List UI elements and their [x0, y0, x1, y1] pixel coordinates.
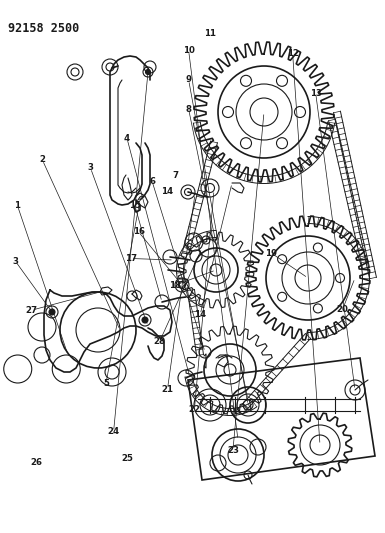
- Text: 9: 9: [186, 76, 192, 84]
- Text: 21: 21: [161, 385, 174, 393]
- Text: 14: 14: [161, 188, 174, 196]
- Text: 10: 10: [183, 46, 194, 55]
- Text: 12: 12: [286, 49, 299, 58]
- Text: 6: 6: [149, 177, 155, 185]
- Text: 28: 28: [154, 337, 166, 345]
- Text: 19: 19: [265, 249, 278, 257]
- Text: 15: 15: [129, 201, 141, 209]
- Text: 7: 7: [172, 172, 178, 180]
- Text: 26: 26: [30, 458, 43, 467]
- Text: 3: 3: [12, 257, 18, 265]
- Text: 27: 27: [25, 306, 38, 314]
- Text: 22: 22: [188, 405, 201, 414]
- Text: 24: 24: [107, 427, 120, 436]
- Text: 25: 25: [121, 454, 133, 463]
- Text: 13: 13: [310, 89, 322, 98]
- Text: 20: 20: [337, 305, 348, 313]
- Text: 17: 17: [125, 254, 137, 263]
- Text: 8: 8: [186, 105, 192, 114]
- Text: 11: 11: [204, 29, 216, 37]
- Text: 3: 3: [87, 164, 94, 172]
- Text: 1: 1: [14, 201, 20, 209]
- Circle shape: [49, 309, 55, 315]
- Text: 18: 18: [169, 281, 181, 289]
- Text: 92158 2500: 92158 2500: [8, 22, 79, 35]
- Text: 14: 14: [194, 310, 206, 319]
- Circle shape: [146, 69, 151, 75]
- Text: 16: 16: [132, 228, 145, 236]
- Text: 23: 23: [227, 446, 239, 455]
- Circle shape: [142, 317, 148, 323]
- Text: 5: 5: [103, 379, 109, 388]
- Text: 4: 4: [124, 134, 130, 143]
- Text: 2: 2: [39, 156, 45, 164]
